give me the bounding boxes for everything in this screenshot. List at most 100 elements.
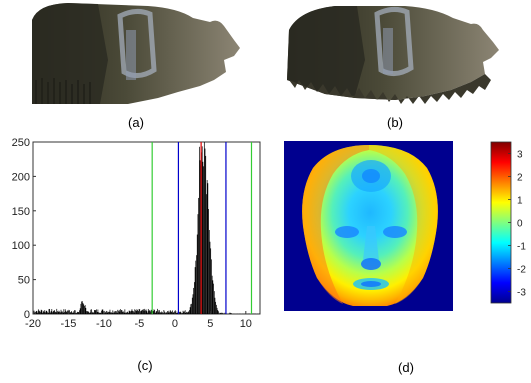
histogram-bar bbox=[159, 310, 160, 314]
histogram-bar bbox=[196, 234, 198, 314]
histogram-bar bbox=[125, 312, 126, 314]
histogram-bar bbox=[91, 311, 93, 314]
histogram-bar bbox=[179, 311, 180, 314]
histogram-bar bbox=[208, 209, 209, 314]
histogram-bar bbox=[94, 310, 95, 314]
histogram-bar bbox=[191, 297, 193, 314]
histogram-bar bbox=[134, 309, 136, 314]
histogram-bar bbox=[74, 310, 76, 314]
histogram-bar bbox=[155, 312, 156, 314]
caption-c: (c) bbox=[137, 358, 153, 373]
histogram-bar bbox=[119, 311, 121, 314]
histogram-bar bbox=[156, 311, 158, 314]
histogram-bar bbox=[89, 312, 91, 314]
histogram-bar bbox=[197, 214, 199, 314]
histogram-bar bbox=[84, 305, 86, 314]
histogram-bar bbox=[46, 310, 48, 314]
histogram-bar bbox=[163, 310, 165, 314]
histogram-bar bbox=[204, 148, 206, 314]
histogram-bar bbox=[50, 312, 51, 314]
histogram-bar bbox=[222, 312, 224, 314]
histogram-bar bbox=[101, 310, 102, 314]
histogram-bar bbox=[194, 282, 195, 314]
histogram-bar bbox=[205, 155, 207, 314]
histogram-bar bbox=[135, 310, 136, 314]
histogram-bar bbox=[123, 311, 124, 314]
histogram-bar bbox=[171, 311, 173, 314]
histogram-bar bbox=[105, 311, 107, 314]
x-tick-label: -15 bbox=[61, 318, 77, 330]
histogram-bar bbox=[89, 312, 90, 314]
histogram-bar bbox=[212, 280, 214, 314]
histogram-bar bbox=[135, 310, 137, 314]
histogram-bar bbox=[223, 313, 224, 314]
histogram-bar bbox=[150, 309, 152, 314]
histogram-bar bbox=[203, 142, 205, 314]
colorbar-tick-label: -1 bbox=[517, 242, 526, 253]
histogram-bar bbox=[38, 310, 40, 314]
histogram-bar bbox=[216, 307, 218, 314]
histogram-bar bbox=[120, 310, 122, 314]
histogram-bar bbox=[220, 312, 221, 314]
histogram-bar bbox=[70, 312, 72, 314]
histogram-bar bbox=[63, 309, 65, 314]
histogram-bar bbox=[81, 301, 83, 314]
histogram-bar bbox=[42, 310, 44, 314]
histogram-bar bbox=[164, 311, 165, 314]
histogram-bar bbox=[94, 310, 96, 314]
histogram-bar bbox=[195, 260, 197, 314]
histogram-bar bbox=[71, 311, 73, 314]
histogram-bar bbox=[96, 312, 98, 314]
histogram-bar bbox=[35, 311, 37, 314]
histogram-bar bbox=[152, 311, 154, 314]
histogram-bar bbox=[65, 311, 67, 314]
histogram-bar bbox=[157, 310, 159, 314]
histogram-bar bbox=[164, 313, 166, 314]
histogram-bar bbox=[54, 310, 55, 314]
histogram-bar bbox=[33, 310, 35, 314]
x-tick-label: 5 bbox=[207, 318, 213, 330]
histogram-bar bbox=[229, 312, 231, 314]
histogram-bar bbox=[113, 312, 114, 314]
colorbar-tick-label: -3 bbox=[517, 288, 526, 299]
histogram-bar bbox=[221, 313, 223, 314]
histogram-bar bbox=[55, 312, 57, 314]
histogram-bar bbox=[51, 309, 53, 314]
caption-d: (d) bbox=[398, 360, 414, 375]
y-axis: 0 50 100 150 200 250 bbox=[12, 137, 36, 321]
histogram-bar bbox=[192, 294, 194, 314]
histogram-bar bbox=[149, 310, 151, 314]
histogram-bar bbox=[130, 311, 131, 314]
histogram-bar bbox=[113, 311, 115, 314]
histogram-bar bbox=[184, 311, 185, 314]
histogram-bar bbox=[81, 301, 82, 314]
heatmap-chart: -3 -2 -1 0 1 2 3 bbox=[284, 141, 526, 311]
histogram-bar bbox=[43, 311, 45, 314]
y-tick-label: 0 bbox=[24, 309, 30, 321]
histogram-bar bbox=[95, 310, 97, 314]
histogram-bar bbox=[167, 312, 169, 314]
histogram-bar bbox=[61, 311, 63, 314]
histogram-bar bbox=[219, 312, 221, 314]
histogram-bar bbox=[230, 313, 232, 314]
histogram-bar bbox=[88, 311, 90, 314]
histogram-bar bbox=[175, 311, 177, 314]
x-tick-label: 0 bbox=[172, 318, 178, 330]
histogram-bar bbox=[181, 313, 183, 314]
histogram-bar bbox=[169, 310, 171, 314]
x-tick-label: -10 bbox=[96, 318, 112, 330]
histogram-bar bbox=[49, 308, 51, 314]
histogram-bar bbox=[155, 311, 157, 314]
histogram-bar bbox=[208, 230, 210, 314]
histogram-bar bbox=[45, 310, 47, 314]
histogram-bar bbox=[57, 311, 58, 314]
face-render-a bbox=[32, 3, 240, 104]
histogram-bar bbox=[53, 310, 55, 314]
histogram-bar bbox=[109, 309, 111, 314]
histogram-bar bbox=[99, 312, 101, 314]
histogram-bar bbox=[157, 308, 158, 314]
histogram-bar bbox=[202, 161, 204, 314]
histogram-bar bbox=[50, 311, 52, 314]
histogram-bar bbox=[185, 312, 187, 314]
histogram-bar bbox=[121, 310, 123, 314]
